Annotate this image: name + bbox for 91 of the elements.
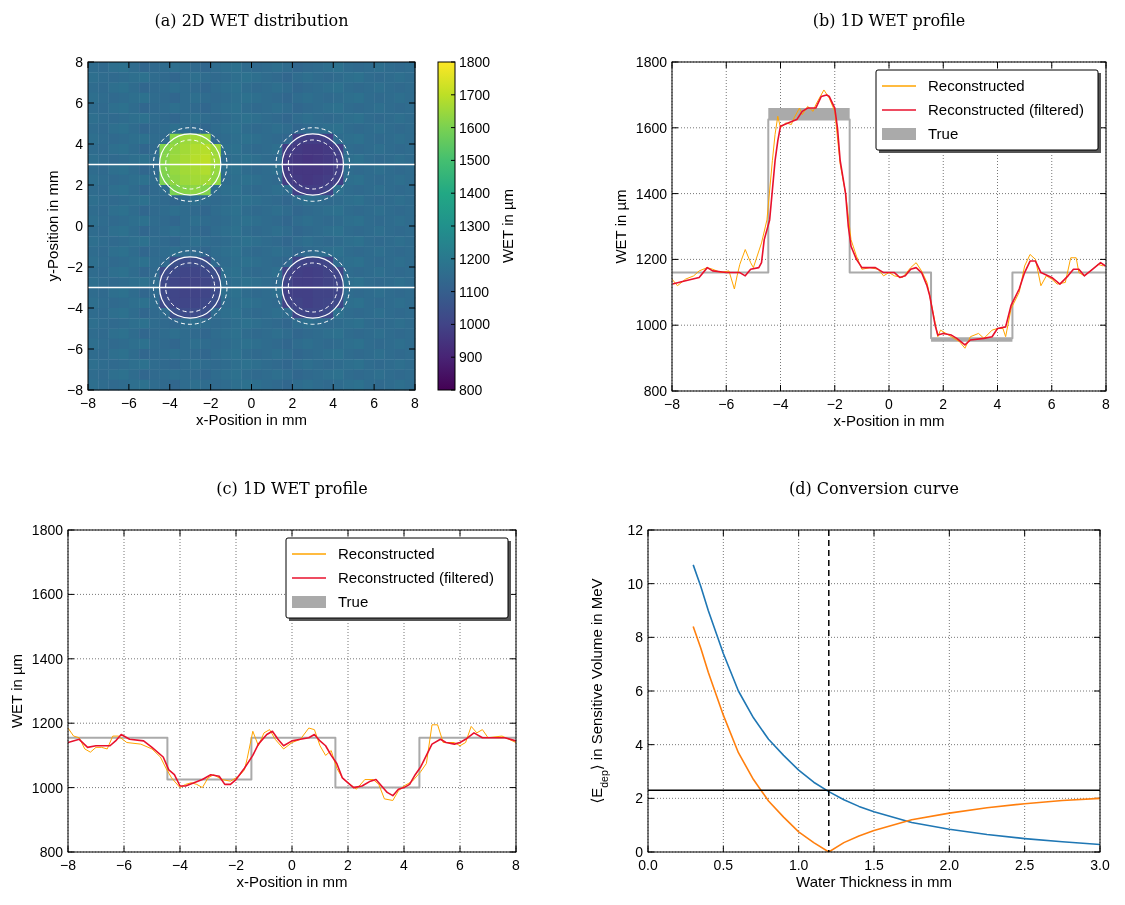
x-tick-label: −6	[718, 396, 735, 412]
color-bar-title: WET in µm	[499, 188, 516, 264]
x-tick-label: −4	[161, 395, 178, 411]
color-bar-label: 1800	[459, 54, 491, 70]
x-tick-label: 8	[512, 857, 521, 873]
x-tick-label: 6	[1047, 396, 1056, 412]
legend-label: True	[338, 593, 369, 610]
y-tick-label: −2	[67, 259, 84, 275]
y-tick-label: −4	[67, 300, 84, 316]
x-tick-label: 3.0	[1090, 857, 1110, 873]
y-tick-label: 12	[627, 522, 644, 538]
y-tick-label: 800	[39, 844, 64, 860]
x-tick-label: 2	[288, 395, 297, 411]
legend-label: True	[928, 125, 959, 142]
legend-label: Reconstructed	[928, 77, 1025, 94]
y-tick-label: 8	[635, 629, 644, 646]
y-tick-label: 800	[643, 383, 668, 399]
x-tick-label: −2	[826, 396, 843, 412]
x-tick-label: 6	[456, 857, 465, 873]
line-series	[692, 564, 1100, 846]
x-tick-label: 0	[247, 395, 256, 411]
color-bar-label: 1700	[459, 86, 491, 103]
x-tick-label: 2.5	[1014, 857, 1035, 873]
x-tick-label: −2	[228, 857, 245, 873]
x-tick-label: 4	[329, 395, 338, 411]
x-tick-label: 0	[885, 396, 894, 412]
x-tick-label: −6	[120, 395, 138, 411]
chart-title: (d) Conversion curve	[789, 479, 959, 498]
chart-title: (a) 2D WET distribution	[154, 11, 349, 30]
y-tick-label: 8	[75, 54, 84, 70]
y-tick-label: 1800	[31, 522, 64, 538]
y-tick-label: 4	[635, 736, 644, 753]
y-tick-label: 1800	[635, 54, 668, 70]
y-tick-label: 2	[635, 790, 644, 807]
x-tick-label: −6	[116, 857, 133, 873]
x-tick-label: 6	[370, 395, 379, 411]
y-axis-title: WET in µm	[8, 653, 25, 729]
x-tick-label: 0	[288, 857, 297, 873]
x-tick-label: −4	[172, 857, 189, 873]
y-tick-label: 1600	[635, 119, 668, 136]
x-tick-label: 0.0	[638, 857, 658, 873]
legend-label: Reconstructed (filtered)	[338, 569, 494, 586]
x-tick-label: −4	[772, 396, 789, 412]
color-bar-label: 1100	[459, 283, 490, 300]
x-tick-label: −8	[664, 396, 681, 412]
x-tick-label: 4	[993, 396, 1002, 412]
x-tick-label: 8	[1102, 396, 1111, 412]
y-tick-label: 1200	[635, 251, 668, 268]
chart-title: (c) 1D WET profile	[216, 479, 368, 498]
x-axis-title: x-Position in mm	[236, 873, 348, 890]
y-tick-label: 0	[635, 844, 644, 860]
y-axis-title: WET in µm	[612, 189, 629, 264]
x-tick-label: 0.5	[713, 857, 734, 873]
color-bar-label: 800	[459, 382, 483, 398]
y-tick-label: 6	[635, 683, 644, 699]
color-bar-label: 1600	[459, 119, 491, 136]
y-tick-label: 1000	[31, 779, 64, 796]
color-bar-label: 1500	[459, 152, 491, 169]
x-tick-label: 8	[411, 395, 420, 411]
y-tick-label: 1400	[635, 185, 668, 202]
color-bar-label: 1400	[459, 185, 491, 202]
y-tick-label: 1000	[635, 317, 668, 334]
x-tick-label: −2	[202, 395, 219, 411]
y-tick-label: 1600	[31, 586, 64, 603]
color-bar-label: 1300	[459, 218, 491, 234]
y-tick-label: 6	[75, 95, 84, 111]
y-tick-label: 1400	[31, 650, 64, 667]
y-tick-label: 4	[75, 136, 84, 152]
line-series	[692, 625, 1100, 852]
x-axis-title: Water Thickness in mm	[796, 873, 952, 890]
y-tick-label: −6	[67, 341, 84, 357]
x-tick-label: 2	[344, 857, 353, 873]
x-tick-label: 2	[939, 396, 948, 412]
x-tick-label: 4	[400, 857, 409, 873]
y-tick-label: 2	[75, 177, 84, 193]
legend-label: Reconstructed	[338, 545, 435, 562]
color-bar-label: 900	[459, 349, 483, 366]
y-tick-label: 1200	[31, 715, 64, 732]
x-tick-label: 1.0	[788, 857, 809, 873]
color-bar-label: 1000	[459, 316, 491, 333]
x-axis-title: x-Position in mm	[196, 411, 307, 428]
y-tick-label: −8	[67, 382, 84, 398]
y-tick-label: 10	[627, 575, 644, 592]
chart-title: (b) 1D WET profile	[812, 11, 966, 30]
x-axis-title: x-Position in mm	[833, 412, 945, 429]
y-tick-label: 0	[75, 218, 84, 234]
legend-label: Reconstructed (filtered)	[928, 101, 1084, 118]
x-tick-label: 2.0	[939, 857, 960, 873]
x-tick-label: 1.5	[864, 857, 884, 873]
y-axis-title: y-Position in mm	[44, 170, 61, 282]
color-bar-label: 1200	[459, 250, 491, 267]
